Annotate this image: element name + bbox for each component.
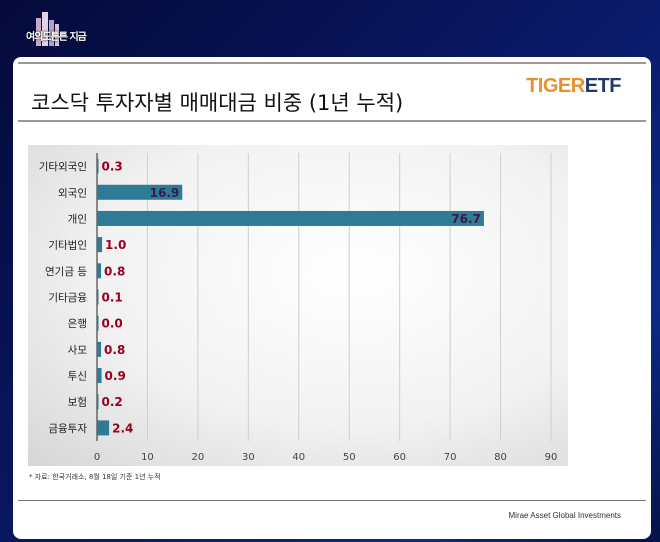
data-label: 0.8 <box>104 343 125 357</box>
category-label: 외국인 <box>58 187 87 199</box>
data-label: 76.7 <box>451 212 481 226</box>
x-tick-label: 0 <box>94 452 100 463</box>
channel-logo <box>24 10 84 50</box>
bar-chart: 0 10 20 30 40 50 60 70 80 90 기타외국인 0.3 외국인 16.9 개인 76.7… <box>39 153 558 463</box>
x-tick-label: 50 <box>343 452 356 463</box>
data-label: 0.1 <box>102 291 123 305</box>
slide-card: 코스닥 투자자별 매매대금 비중 (1년 누적) TIGERETF 0 10 20 3… <box>13 57 651 539</box>
bar <box>97 315 99 331</box>
chart-area: 0 10 20 30 40 50 60 70 80 90 기타외국인 0.3 외국인 16.9 개인 76.7… <box>28 145 568 466</box>
bar <box>97 394 99 410</box>
x-tick-label: 20 <box>192 452 205 463</box>
category-label: 기타법인 <box>48 240 87 252</box>
x-tick-label: 40 <box>292 452 305 463</box>
category-label: 보험 <box>68 397 87 409</box>
x-tick-label: 80 <box>494 452 507 463</box>
data-label: 0.9 <box>105 369 126 383</box>
source-note: * 자료: 한국거래소, 8월 18일 기준 1년 누적 <box>29 473 161 481</box>
data-label: 16.9 <box>150 186 180 200</box>
bar <box>97 237 103 253</box>
footer-text: Mirae Asset Global Investments <box>508 511 622 520</box>
x-tick-label: 90 <box>545 452 558 463</box>
bar <box>97 263 102 279</box>
x-tick-label: 30 <box>242 452 255 463</box>
bar <box>97 158 99 174</box>
bar <box>97 341 102 357</box>
footer-divider <box>18 500 646 501</box>
brand-tiger: TIGER <box>526 75 585 97</box>
brand-logo: TIGERETF <box>526 75 621 98</box>
data-label: 2.4 <box>112 421 133 435</box>
category-label: 은행 <box>68 318 87 330</box>
bar <box>97 184 183 200</box>
category-label: 사모 <box>68 344 88 356</box>
slide-title: 코스닥 투자자별 매매대금 비중 (1년 누적) <box>31 91 404 115</box>
brand-etf: ETF <box>584 75 622 97</box>
bar <box>97 289 99 305</box>
bar <box>97 420 110 436</box>
category-label: 기타외국인 <box>39 161 87 173</box>
x-tick-label: 70 <box>444 452 457 463</box>
data-label: 0.2 <box>102 395 123 409</box>
x-tick-label: 10 <box>141 452 154 463</box>
top-divider <box>18 62 646 64</box>
data-label: 0.8 <box>104 264 125 278</box>
category-label: 기타금융 <box>48 292 87 304</box>
data-label: 1.0 <box>105 238 126 252</box>
category-label: 개인 <box>68 213 87 225</box>
channel-logo-text: 여의도튼튼 지금 <box>26 32 87 43</box>
bar <box>97 210 484 226</box>
title-divider <box>18 120 646 122</box>
category-label: 투신 <box>68 371 87 383</box>
bar <box>97 368 102 384</box>
building-icon <box>36 12 59 46</box>
data-label: 0.0 <box>102 317 123 331</box>
data-label: 0.3 <box>102 160 123 174</box>
category-label: 금융투자 <box>48 423 87 435</box>
x-tick-label: 60 <box>393 452 406 463</box>
category-label: 연기금 등 <box>45 266 87 278</box>
